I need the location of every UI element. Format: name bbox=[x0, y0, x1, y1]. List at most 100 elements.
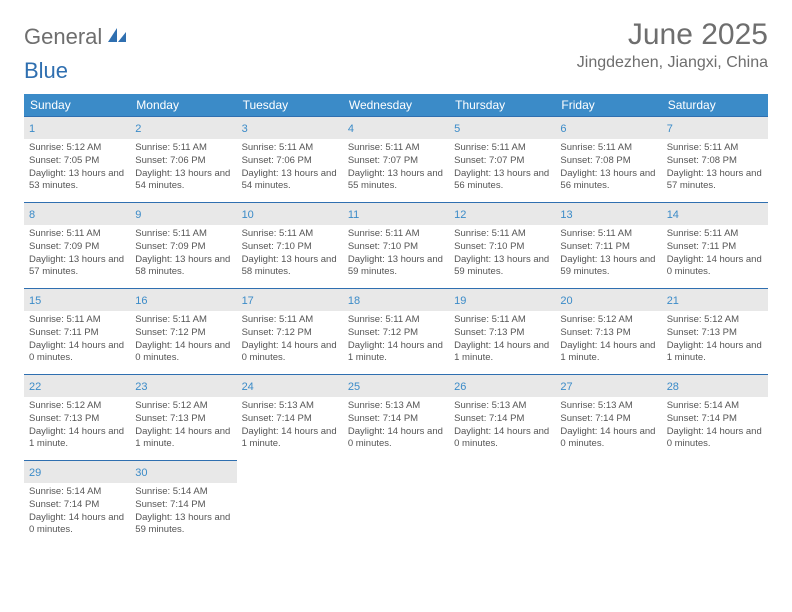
day-info: Sunrise: 5:11 AMSunset: 7:10 PMDaylight:… bbox=[237, 225, 343, 279]
daylight-line: Daylight: 13 hours and 53 minutes. bbox=[29, 168, 125, 194]
day-info: Sunrise: 5:11 AMSunset: 7:11 PMDaylight:… bbox=[24, 311, 130, 365]
month-title: June 2025 bbox=[577, 18, 768, 52]
daynum-row: 8 bbox=[24, 202, 130, 225]
daynum-row: 23 bbox=[130, 374, 236, 397]
calendar-row: 1Sunrise: 5:12 AMSunset: 7:05 PMDaylight… bbox=[24, 116, 768, 202]
calendar-cell: 30 Sunrise: 5:14 AMSunset: 7:14 PMDayligh… bbox=[130, 460, 236, 546]
sunrise-line: Sunrise: 5:11 AM bbox=[454, 142, 550, 155]
daynum-row: 17 bbox=[237, 288, 343, 311]
sunrise-line: Sunrise: 5:12 AM bbox=[560, 314, 656, 327]
daylight-line: Daylight: 13 hours and 59 minutes. bbox=[348, 254, 444, 280]
sunset-line: Sunset: 7:12 PM bbox=[242, 327, 338, 340]
calendar-cell: 18Sunrise: 5:11 AMSunset: 7:12 PMDayligh… bbox=[343, 288, 449, 374]
day-number: 10 bbox=[242, 209, 254, 221]
sunset-line: Sunset: 7:05 PM bbox=[29, 155, 125, 168]
sunrise-line: Sunrise: 5:11 AM bbox=[667, 228, 763, 241]
sunrise-line: Sunrise: 5:14 AM bbox=[135, 486, 231, 499]
calendar-cell: 25Sunrise: 5:13 AMSunset: 7:14 PMDayligh… bbox=[343, 374, 449, 460]
calendar-cell: 26 Sunrise: 5:13 AMSunset: 7:14 PMDayligh… bbox=[449, 374, 555, 460]
calendar-cell bbox=[343, 460, 449, 546]
daynum-row: 24 bbox=[237, 374, 343, 397]
day-number: 16 bbox=[135, 295, 147, 307]
daynum-row: 15 bbox=[24, 288, 130, 311]
calendar-cell: 29Sunrise: 5:14 AMSunset: 7:14 PMDayligh… bbox=[24, 460, 130, 546]
sunset-line: Sunset: 7:14 PM bbox=[242, 413, 338, 426]
sunset-line: Sunset: 7:14 PM bbox=[29, 499, 125, 512]
day-info: Sunrise: 5:12 AMSunset: 7:13 PMDaylight:… bbox=[555, 311, 661, 365]
calendar-cell bbox=[449, 460, 555, 546]
day-info: Sunrise: 5:11 AMSunset: 7:13 PMDaylight:… bbox=[449, 311, 555, 365]
sunset-line: Sunset: 7:14 PM bbox=[667, 413, 763, 426]
day-info: Sunrise: 5:11 AMSunset: 7:12 PMDaylight:… bbox=[130, 311, 236, 365]
daylight-line: Daylight: 13 hours and 56 minutes. bbox=[454, 168, 550, 194]
day-number: 28 bbox=[667, 381, 679, 393]
sunset-line: Sunset: 7:14 PM bbox=[454, 413, 550, 426]
calendar-cell: 24Sunrise: 5:13 AMSunset: 7:14 PMDayligh… bbox=[237, 374, 343, 460]
sunset-line: Sunset: 7:09 PM bbox=[29, 241, 125, 254]
sunrise-line: Sunrise: 5:12 AM bbox=[29, 400, 125, 413]
calendar-row: 8 Sunrise: 5:11 AM Sunset: 7:09 PM Daylight… bbox=[24, 202, 768, 288]
calendar-row: 29Sunrise: 5:14 AMSunset: 7:14 PMDayligh… bbox=[24, 460, 768, 546]
sunset-line: Sunset: 7:13 PM bbox=[135, 413, 231, 426]
day-number: 18 bbox=[348, 295, 360, 307]
daynum-row: 5 bbox=[449, 116, 555, 139]
sunrise-line: Sunrise: 5:13 AM bbox=[454, 400, 550, 413]
day-info: Sunrise: 5:14 AMSunset: 7:14 PMDaylight:… bbox=[24, 483, 130, 537]
sunset-line: Sunset: 7:08 PM bbox=[667, 155, 763, 168]
day-info: Sunrise: 5:14 AMSunset: 7:14 PMDaylight:… bbox=[130, 483, 236, 537]
daynum-row: 20 bbox=[555, 288, 661, 311]
daynum-row: 14 bbox=[662, 202, 768, 225]
daylight-line: Daylight: 14 hours and 0 minutes. bbox=[454, 426, 550, 452]
day-number: 25 bbox=[348, 381, 360, 393]
sunset-line: Sunset: 7:10 PM bbox=[454, 241, 550, 254]
calendar-cell: 5Sunrise: 5:11 AMSunset: 7:07 PMDaylight… bbox=[449, 116, 555, 202]
sunrise-line: Sunrise: 5:11 AM bbox=[667, 142, 763, 155]
sunset-line: Sunset: 7:08 PM bbox=[560, 155, 656, 168]
day-number: 14 bbox=[667, 209, 679, 221]
calendar-cell: 6Sunrise: 5:11 AMSunset: 7:08 PMDaylight… bbox=[555, 116, 661, 202]
daynum-row: 9 bbox=[130, 202, 236, 225]
sunset-line: Sunset: 7:07 PM bbox=[348, 155, 444, 168]
daylight-line: Daylight: 14 hours and 0 minutes. bbox=[135, 340, 231, 366]
calendar-cell: 2Sunrise: 5:11 AMSunset: 7:06 PMDaylight… bbox=[130, 116, 236, 202]
day-number: 21 bbox=[667, 295, 679, 307]
calendar-cell: 20Sunrise: 5:12 AMSunset: 7:13 PMDayligh… bbox=[555, 288, 661, 374]
calendar-cell: 17Sunrise: 5:11 AMSunset: 7:12 PMDayligh… bbox=[237, 288, 343, 374]
weekday-header: Friday bbox=[555, 94, 661, 116]
sunrise-line: Sunrise: 5:12 AM bbox=[667, 314, 763, 327]
daynum-row: 1 bbox=[24, 116, 130, 139]
daylight-line: Daylight: 13 hours and 59 minutes. bbox=[560, 254, 656, 280]
calendar-cell: 28Sunrise: 5:14 AMSunset: 7:14 PMDayligh… bbox=[662, 374, 768, 460]
sunrise-line: Sunrise: 5:11 AM bbox=[454, 228, 550, 241]
sunrise-line: Sunrise: 5:12 AM bbox=[29, 142, 125, 155]
sunset-line: Sunset: 7:06 PM bbox=[135, 155, 231, 168]
sunrise-line: Sunrise: 5:11 AM bbox=[348, 314, 444, 327]
sunset-line: Sunset: 7:12 PM bbox=[348, 327, 444, 340]
daynum-row: 25 bbox=[343, 374, 449, 397]
day-number: 30 bbox=[135, 467, 147, 479]
sunrise-line: Sunrise: 5:11 AM bbox=[135, 228, 231, 241]
calendar-cell: 15Sunrise: 5:11 AMSunset: 7:11 PMDayligh… bbox=[24, 288, 130, 374]
daylight-line: Daylight: 14 hours and 0 minutes. bbox=[242, 340, 338, 366]
sunset-line: Sunset: 7:14 PM bbox=[348, 413, 444, 426]
sunset-line: Sunset: 7:13 PM bbox=[29, 413, 125, 426]
day-number: 2 bbox=[135, 123, 141, 135]
daylight-line: Daylight: 13 hours and 59 minutes. bbox=[135, 512, 231, 538]
sunrise-line: Sunrise: 5:11 AM bbox=[29, 314, 125, 327]
weekday-header: Tuesday bbox=[237, 94, 343, 116]
daylight-line: Daylight: 14 hours and 1 minute. bbox=[135, 426, 231, 452]
calendar-cell: 10 Sunrise: 5:11 AMSunset: 7:10 PMDayligh… bbox=[237, 202, 343, 288]
daylight-line: Daylight: 14 hours and 0 minutes. bbox=[667, 426, 763, 452]
weekday-header: Wednesday bbox=[343, 94, 449, 116]
sunrise-line: Sunrise: 5:11 AM bbox=[242, 142, 338, 155]
calendar-head: SundayMondayTuesdayWednesdayThursdayFrid… bbox=[24, 94, 768, 116]
daynum-row: 6 bbox=[555, 116, 661, 139]
sunset-line: Sunset: 7:11 PM bbox=[560, 241, 656, 254]
day-number: 24 bbox=[242, 381, 254, 393]
day-number: 26 bbox=[454, 381, 466, 393]
day-number: 11 bbox=[348, 209, 359, 221]
sunrise-line: Sunrise: 5:11 AM bbox=[348, 228, 444, 241]
daylight-line: Daylight: 13 hours and 55 minutes. bbox=[348, 168, 444, 194]
day-number: 12 bbox=[454, 209, 466, 221]
weekday-row: SundayMondayTuesdayWednesdayThursdayFrid… bbox=[24, 94, 768, 116]
